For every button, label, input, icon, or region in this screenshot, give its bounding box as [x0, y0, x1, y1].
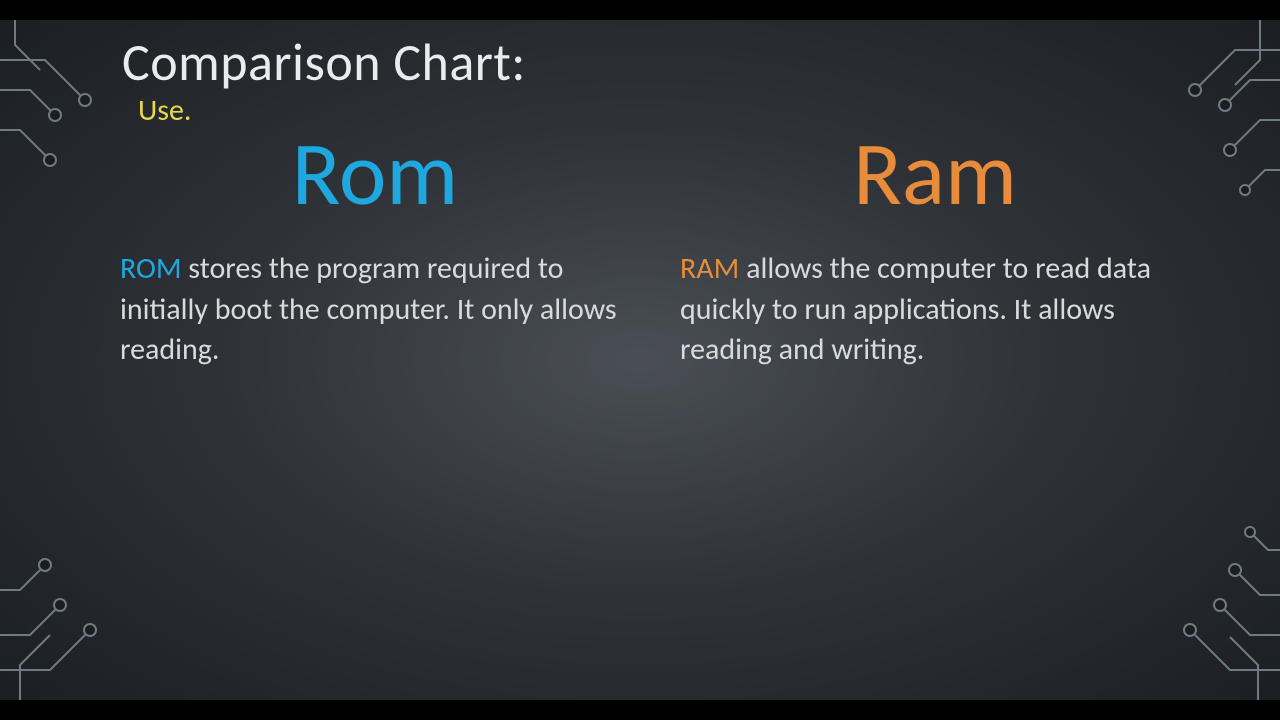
circuit-decoration-bottom-left — [0, 460, 140, 700]
slide-content: Comparison Chart: Use. Rom ROM stores th… — [0, 20, 1280, 700]
ram-keyword: RAM — [680, 250, 739, 287]
ram-body-text: allows the computer to read data quickly… — [680, 250, 1151, 368]
letterbox-top — [0, 0, 1280, 20]
slide-title: Comparison Chart: — [122, 30, 1280, 94]
rom-body-text: stores the program required to initially… — [120, 250, 617, 368]
ram-heading: Ram — [680, 119, 1190, 229]
circuit-decoration-bottom-right — [1140, 440, 1280, 700]
comparison-columns: Rom ROM stores the program required to i… — [0, 129, 1280, 371]
letterbox-bottom — [0, 700, 1280, 720]
rom-description: ROM stores the program required to initi… — [120, 249, 630, 371]
column-ram: Ram RAM allows the computer to read data… — [660, 129, 1280, 371]
column-rom: Rom ROM stores the program required to i… — [0, 129, 660, 371]
ram-description: RAM allows the computer to read data qui… — [680, 249, 1190, 371]
rom-keyword: ROM — [120, 250, 182, 287]
rom-heading: Rom — [120, 119, 630, 229]
